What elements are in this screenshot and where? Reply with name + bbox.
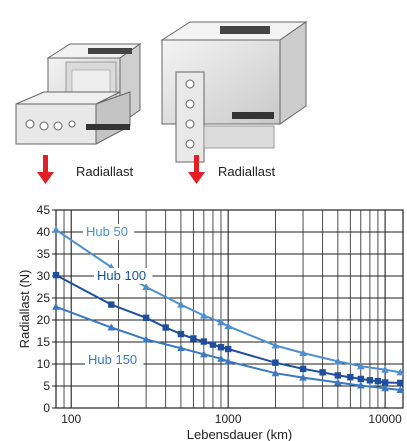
hub-150-point [271,369,280,377]
y-axis-ticks: 0 5 10 15 20 25 30 35 40 45 [37,203,56,415]
hub-50-point [177,300,185,308]
radial-load-arrow-left [37,155,54,184]
y-tick-label: 40 [37,225,51,239]
hub-150-point [177,344,185,352]
hub-150-point [217,354,225,362]
hub-150-label: Hub 150 [88,352,137,367]
hub-100-point [209,341,217,348]
hub-100-point [347,374,354,381]
x-axis-label: Lebensdauer (km) [187,427,293,441]
y-tick-label: 35 [37,247,51,261]
y-tick-label: 5 [43,379,50,393]
hub-50-point [52,225,60,233]
x-tick-label: 10000 [368,412,402,426]
y-tick-label: 10 [37,357,51,371]
y-tick-label: 45 [37,203,51,217]
hub-150-point [381,384,389,392]
hub-50-point [299,349,307,356]
hub-150-point [334,378,342,386]
hub-100-point [142,314,150,321]
hub-100-point [190,335,197,342]
hub-100-point [224,345,232,353]
hub-50-point [217,318,225,326]
hub-100-point [397,379,404,387]
hub-150-point [299,373,307,381]
radial-load-arrow-right [188,155,205,184]
hub-150-point [200,350,208,358]
hub-100-point [357,375,365,383]
hub-100-point [108,301,115,308]
hub-150-point [107,323,116,331]
hub-50-point [271,341,280,349]
radial-load-label-left: Radiallast [76,164,133,179]
hub-100-point [272,359,279,366]
hub-50-point [200,311,208,319]
x-tick-label: 100 [61,412,81,426]
hub-100-point [366,377,374,384]
hub-50-point [142,283,150,290]
hub-100-label: Hub 100 [97,268,146,283]
hub-100-point [381,379,389,386]
slide-unit-illustration-left [15,43,142,145]
series-labels: Hub 50 Hub 100 Hub 150 [83,224,153,368]
hub-50-point [396,368,405,376]
hub-100-point [319,369,326,376]
hub-150-point [396,385,405,393]
hub-100-label-bg [94,268,153,284]
hub-150-point [52,302,60,310]
hub-100-point [200,338,208,345]
hub-100-point [217,344,225,351]
hub-50-point [381,365,389,373]
hub-150-point [357,381,365,389]
y-tick-label: 0 [43,401,50,415]
y-tick-label: 15 [37,335,51,349]
hub-100-point [52,271,60,279]
y-tick-label: 20 [37,313,51,327]
chart-series [52,225,405,393]
x-tick-label: 1000 [215,412,242,426]
hub-50-point [357,362,365,370]
hub-150-label-bg [85,352,144,368]
hub-150-point [224,357,232,365]
x-axis-ticks: 100 1000 10000 [61,412,402,426]
hub-50-point [224,322,232,330]
hub-150-point [142,335,150,343]
hub-50-label: Hub 50 [86,224,128,239]
hub-100-point [177,330,185,338]
hub-100-point [162,324,169,331]
hub-100-point [334,372,342,379]
slide-unit-illustration-right [160,21,308,163]
radial-load-label-right: Radiallast [218,164,275,179]
y-tick-label: 25 [37,291,51,305]
hub-100-point [299,365,307,373]
hub-100-point [374,377,382,385]
hub-50-point [334,357,342,365]
y-axis-label: Radiallast (N) [17,270,32,349]
hub-50-label-bg [83,224,135,240]
y-tick-label: 30 [37,269,51,283]
